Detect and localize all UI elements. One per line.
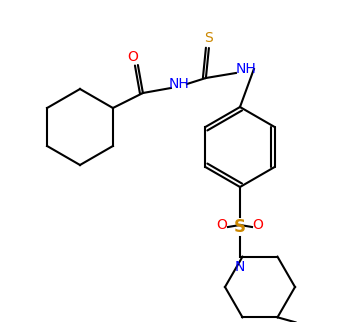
Text: S: S	[204, 31, 213, 45]
Text: S: S	[234, 218, 246, 236]
Text: O: O	[217, 218, 227, 232]
Text: N: N	[235, 260, 245, 274]
Text: NH: NH	[236, 62, 256, 76]
Text: O: O	[253, 218, 263, 232]
Text: NH: NH	[169, 77, 189, 91]
Text: O: O	[127, 50, 138, 64]
